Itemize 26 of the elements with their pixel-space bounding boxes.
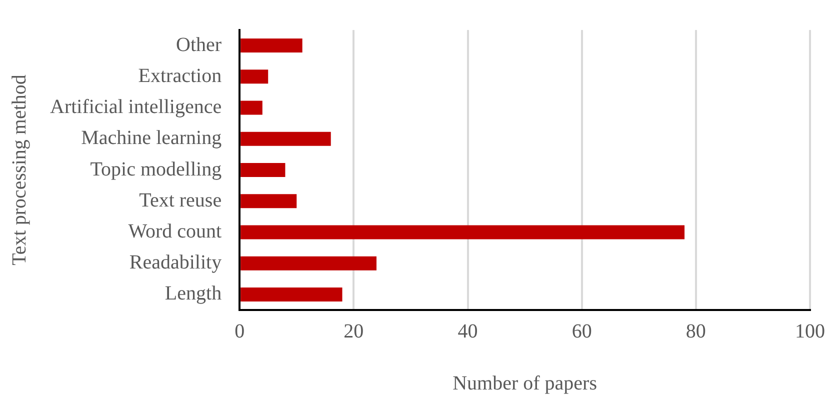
y-tick-label: Other (176, 34, 222, 56)
x-tick-label: 60 (572, 320, 592, 342)
y-tick-label: Text reuse (139, 189, 222, 212)
x-tick-label: 40 (458, 320, 478, 342)
x-tick-label: 80 (686, 320, 706, 342)
y-tick-label: Extraction (138, 64, 222, 87)
y-tick-label: Machine learning (81, 127, 222, 150)
bar (240, 132, 331, 146)
y-tick-label: Topic modelling (90, 158, 222, 180)
bar (240, 100, 262, 115)
y-tick-label: Readability (129, 252, 222, 274)
bar (240, 225, 685, 240)
y-tick-label: Length (164, 282, 222, 305)
bar (240, 256, 376, 270)
x-axis-title: Number of papers (452, 372, 598, 394)
bar (240, 194, 297, 208)
y-tick-label: Artificial intelligence (50, 96, 222, 118)
bar (240, 287, 342, 302)
bar (240, 38, 302, 53)
x-tick-label: 20 (344, 320, 364, 342)
x-tick-label: 100 (795, 320, 825, 342)
y-axis-title: Text processing method (8, 74, 30, 266)
bar (240, 163, 286, 177)
x-tick-label: 0 (234, 320, 245, 342)
y-tick-label: Word count (128, 220, 222, 242)
bar (240, 70, 268, 84)
